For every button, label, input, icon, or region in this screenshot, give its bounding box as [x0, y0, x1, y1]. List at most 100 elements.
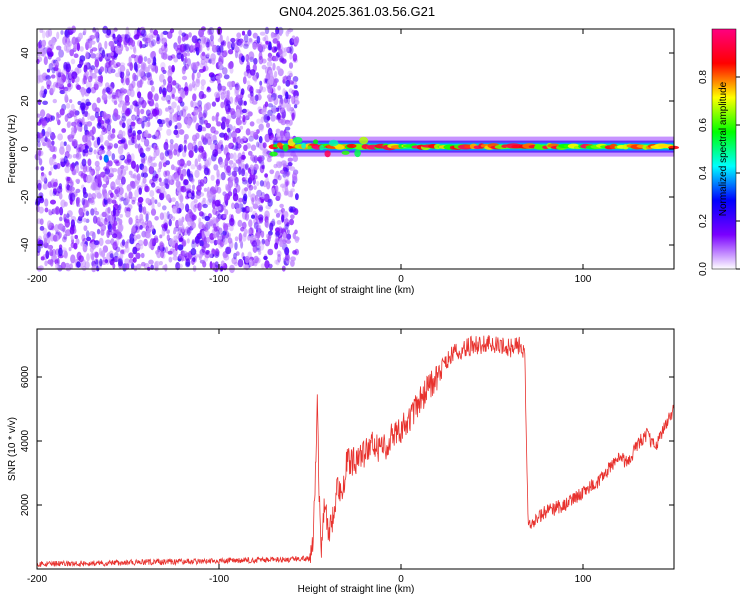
noise-blob	[60, 261, 66, 269]
noise-blob	[60, 199, 66, 208]
noise-blob	[168, 238, 175, 247]
noise-blob	[285, 170, 290, 177]
noise-blob	[258, 51, 263, 61]
noise-blob	[181, 75, 188, 81]
noise-blob	[68, 78, 72, 84]
noise-blob	[182, 105, 189, 112]
noise-blob	[117, 223, 124, 232]
noise-blob	[121, 103, 127, 113]
noise-blob	[94, 68, 99, 74]
noise-blob	[247, 251, 252, 259]
noise-blob	[277, 253, 281, 263]
noise-blob	[225, 183, 229, 191]
noise-blob	[69, 163, 75, 172]
noise-blob	[127, 204, 133, 210]
noise-blob	[244, 176, 248, 184]
noise-blob	[38, 206, 44, 214]
noise-blob	[168, 107, 175, 114]
noise-blob	[129, 180, 136, 188]
noise-blob	[178, 233, 183, 243]
noise-blob	[144, 231, 151, 239]
noise-blob	[37, 41, 41, 49]
noise-blob	[140, 156, 146, 164]
noise-blob	[216, 186, 222, 194]
noise-blob	[222, 234, 226, 240]
colorbar-frame	[711, 28, 737, 270]
noise-blob	[223, 74, 230, 80]
spectrogram-x-ticks: -200 -100 0 100	[27, 29, 592, 285]
noise-blob	[81, 197, 86, 206]
noise-blob	[115, 246, 121, 253]
noise-blob	[120, 70, 125, 79]
noise-blob	[46, 68, 51, 73]
noise-blob	[285, 255, 290, 265]
noise-blob	[281, 214, 285, 223]
noise-blob	[61, 247, 67, 252]
noise-blob	[284, 126, 291, 131]
noise-blob	[183, 86, 189, 92]
noise-blob	[162, 52, 168, 60]
noise-blob	[264, 101, 269, 108]
noise-blob	[104, 40, 108, 50]
noise-blob	[247, 29, 252, 37]
noise-blob	[223, 194, 227, 201]
noise-blob	[44, 207, 49, 213]
noise-blob	[130, 174, 137, 179]
noise-blob	[246, 183, 252, 188]
noise-blob	[138, 80, 142, 87]
noise-blob	[133, 107, 138, 112]
noise-blob	[40, 117, 47, 126]
noise-blob	[259, 80, 263, 86]
noise-blob	[195, 46, 200, 56]
noise-blob	[138, 55, 143, 64]
noise-blob	[293, 84, 298, 89]
noise-blob	[224, 118, 231, 125]
noise-blob	[128, 170, 133, 176]
noise-blob	[191, 72, 195, 81]
noise-blob	[111, 94, 117, 100]
noise-blob	[83, 75, 87, 85]
ridge-blob	[346, 143, 357, 149]
noise-blob	[281, 109, 287, 119]
noise-blob	[234, 236, 239, 242]
noise-blob	[39, 90, 44, 98]
colorbar-tick-label: 0.8	[698, 70, 709, 84]
colorbar-tick-label: 0.4	[698, 166, 709, 180]
noise-blob	[118, 129, 123, 138]
noise-blob	[111, 168, 118, 173]
noise-blob	[245, 109, 250, 115]
noise-blob	[93, 207, 98, 213]
noise-blob	[271, 108, 278, 113]
noise-blob	[184, 228, 188, 236]
noise-blob	[292, 76, 299, 83]
noise-blob	[245, 128, 251, 136]
noise-blob	[85, 230, 90, 239]
noise-blob	[242, 179, 248, 185]
noise-blob	[154, 145, 159, 150]
noise-blob	[65, 48, 70, 54]
noise-blob	[190, 44, 194, 51]
noise-blob	[269, 137, 275, 147]
noise-blob	[241, 211, 248, 220]
noise-blob	[215, 216, 220, 223]
noise-blob	[154, 216, 159, 221]
noise-blob	[36, 245, 41, 253]
noise-blob	[77, 147, 82, 153]
noise-blob	[174, 200, 179, 209]
noise-blob	[167, 213, 173, 220]
noise-blob	[67, 134, 74, 143]
noise-blob	[276, 250, 282, 257]
noise-blob	[93, 149, 97, 155]
noise-blob	[243, 193, 248, 202]
noise-blob	[153, 56, 157, 65]
noise-blob	[101, 259, 107, 265]
noise-blob	[181, 108, 187, 118]
noise-blob	[59, 108, 65, 116]
noise-blob	[96, 122, 102, 129]
noise-blob	[40, 136, 46, 144]
noise-blob	[114, 72, 121, 78]
noise-blob	[83, 217, 87, 223]
noise-blob	[106, 163, 110, 170]
spectrogram-x-label: Height of straight line (km)	[298, 285, 415, 296]
noise-blob	[180, 53, 184, 62]
